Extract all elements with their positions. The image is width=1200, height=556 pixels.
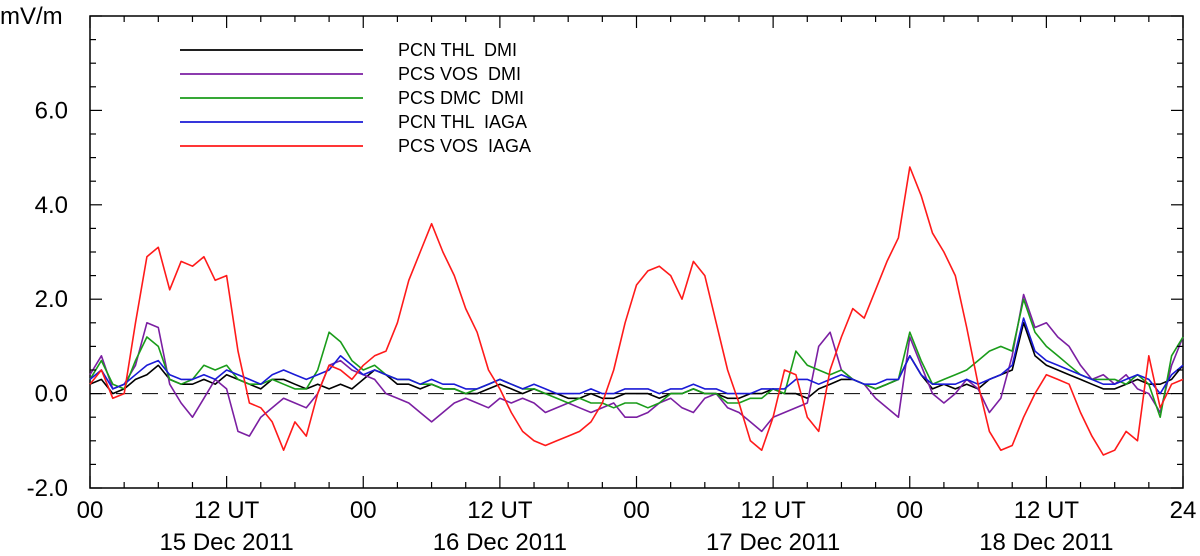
- x-tick-label: 00: [896, 497, 923, 524]
- x-tick-label: 24: [1170, 497, 1197, 524]
- legend-label: PCS DMC DMI: [398, 88, 524, 108]
- x-tick-label: 12 UT: [1014, 497, 1080, 524]
- tick-labels: -2.0 0.0 2.0 4.0 6.0 00 12 UT 00 12 UT 00 12 UT 00 1…: [27, 97, 1197, 556]
- date-label: 17 Dec 2011: [706, 529, 840, 556]
- tick-marks: [89, 15, 1184, 489]
- y-tick-label: 4.0: [35, 192, 68, 219]
- series-line-pcs-vos-dmi: [89, 293, 1184, 437]
- x-tick-label: 12 UT: [194, 497, 260, 524]
- date-label: 16 Dec 2011: [433, 529, 567, 556]
- y-axis-unit-label: mV/m: [0, 3, 63, 30]
- date-label: 18 Dec 2011: [979, 529, 1113, 556]
- series-line-pcn-thl-iaga: [89, 317, 1184, 395]
- date-label: 15 Dec 2011: [159, 529, 293, 556]
- series-line-pcs-dmc-dmi: [89, 298, 1184, 419]
- legend-label: PCS VOS IAGA: [398, 136, 531, 156]
- y-tick-label: 2.0: [35, 286, 68, 313]
- x-tick-label: 00: [350, 497, 377, 524]
- series-line-pcs-vos-iaga: [89, 166, 1184, 456]
- legend: PCN THL DMI PCS VOS DMI PCS DMC DMI PCN THL…: [180, 40, 531, 156]
- y-tick-label: 6.0: [35, 97, 68, 124]
- x-tick-label: 00: [623, 497, 650, 524]
- y-tick-label: 0.0: [35, 381, 68, 408]
- legend-label: PCN THL DMI: [398, 40, 517, 60]
- legend-label: PCN THL IAGA: [398, 112, 527, 132]
- x-tick-label: 00: [77, 497, 104, 524]
- series-group: [89, 166, 1184, 456]
- x-tick-label: 12 UT: [467, 497, 533, 524]
- x-tick-label: 12 UT: [740, 497, 806, 524]
- y-tick-label: -2.0: [27, 475, 68, 502]
- legend-label: PCS VOS DMI: [398, 64, 521, 84]
